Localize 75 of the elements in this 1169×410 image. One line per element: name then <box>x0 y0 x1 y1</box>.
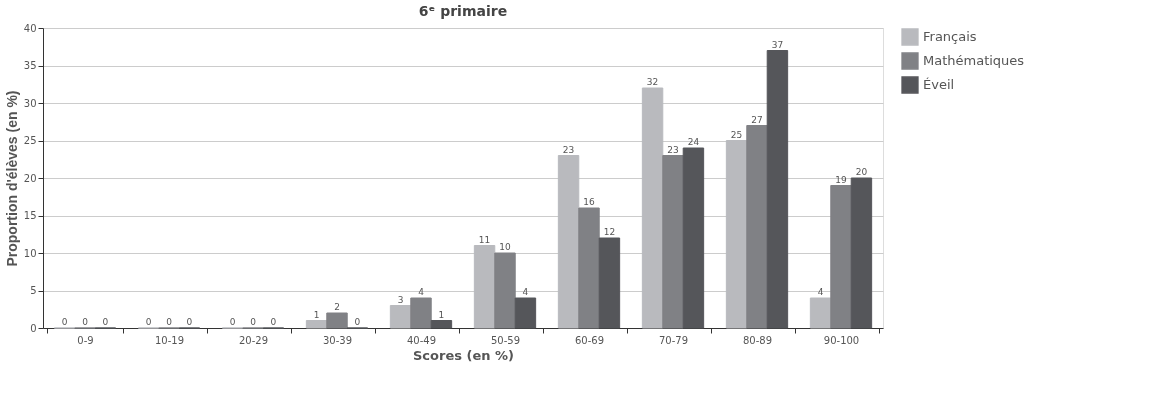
data-label: 11 <box>478 234 491 245</box>
bar <box>682 147 705 329</box>
y-tick-label: 40 <box>23 22 37 34</box>
data-label: 20 <box>855 167 868 177</box>
bar <box>830 185 852 329</box>
bar <box>473 245 496 329</box>
data-label: 3 <box>397 294 404 305</box>
x-tick-label: 10-19 <box>154 334 185 346</box>
data-label: 2 <box>334 302 340 312</box>
bar <box>494 252 516 329</box>
legend-label: Éveil <box>923 77 955 92</box>
data-label: 0 <box>270 317 277 327</box>
bar <box>598 237 621 329</box>
x-tick-label: 80-89 <box>742 334 773 346</box>
bar <box>746 125 768 329</box>
y-tick-label: 30 <box>23 97 37 109</box>
legend-label: Mathématiques <box>923 53 1025 68</box>
data-label: 37 <box>771 39 784 50</box>
bar <box>305 320 328 329</box>
bar <box>725 140 748 329</box>
x-tick-label: 0-9 <box>77 334 94 346</box>
data-label: 4 <box>418 287 425 297</box>
x-tick-label: 20-29 <box>238 334 269 346</box>
bar <box>766 50 789 329</box>
bar <box>557 155 580 329</box>
data-label: 0 <box>250 317 257 327</box>
legend-label: Français <box>923 29 977 44</box>
x-tick-label: 90-100 <box>823 334 860 346</box>
bar <box>662 155 684 329</box>
y-tick-label: 25 <box>23 135 37 146</box>
x-tick-label: 30-39 <box>322 334 353 346</box>
bar <box>641 87 664 329</box>
data-label: 23 <box>562 144 575 155</box>
data-label: 4 <box>522 287 529 297</box>
bar <box>578 207 600 329</box>
data-label: 0 <box>145 317 152 327</box>
y-tick-label: 35 <box>23 60 37 71</box>
x-tick-label: 60-69 <box>574 334 605 346</box>
y-axis-title: Proportion d'élèves (en %) <box>3 90 20 267</box>
y-tick-label: 15 <box>23 210 37 221</box>
data-label: 0 <box>166 317 173 327</box>
data-label: 24 <box>687 137 700 147</box>
data-label: 1 <box>313 309 320 320</box>
chart-title: 6ᵉ primaire <box>418 3 508 19</box>
data-label: 0 <box>82 317 89 327</box>
data-label: 0 <box>61 317 68 327</box>
data-label: 27 <box>751 114 763 125</box>
x-axis-title: Scores (en %) <box>413 347 514 363</box>
data-label: 32 <box>646 77 659 87</box>
bar <box>514 297 537 329</box>
y-tick-label: 20 <box>23 172 37 184</box>
bar <box>326 312 348 329</box>
bar <box>410 297 432 329</box>
bar <box>850 177 873 329</box>
y-tick-label: 10 <box>23 247 37 259</box>
data-label: 4 <box>817 287 824 297</box>
data-label: 1 <box>438 309 445 320</box>
data-label: 19 <box>835 174 847 185</box>
data-label: 23 <box>667 144 679 155</box>
bar <box>389 305 412 329</box>
bar <box>809 297 832 329</box>
data-label: 16 <box>583 197 595 207</box>
data-label: 12 <box>603 227 616 237</box>
y-tick-label: 5 <box>30 285 37 296</box>
data-label: 0 <box>102 317 109 327</box>
x-tick-label: 40-49 <box>406 334 437 346</box>
data-label: 0 <box>229 317 236 327</box>
data-label: 0 <box>186 317 193 327</box>
x-tick-label: 50-59 <box>490 334 521 346</box>
data-label: 25 <box>730 129 743 140</box>
data-label: 10 <box>499 242 511 252</box>
data-label: 0 <box>354 317 361 327</box>
bar <box>430 320 453 329</box>
x-tick-label: 70-79 <box>658 334 689 346</box>
y-tick-label: 0 <box>30 322 37 334</box>
